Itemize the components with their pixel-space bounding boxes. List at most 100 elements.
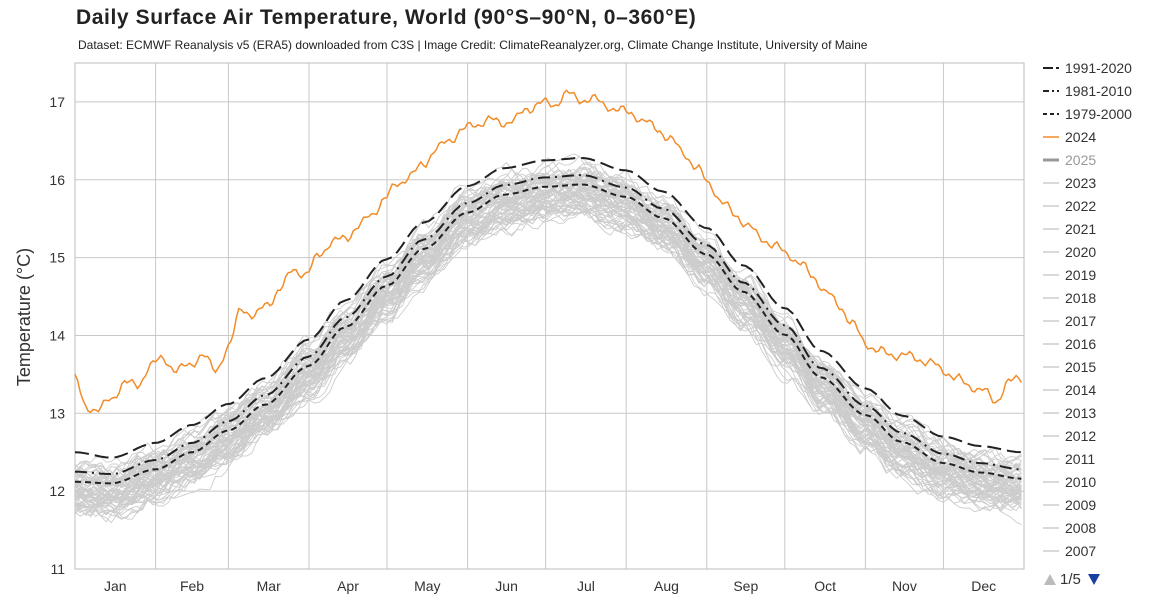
background-year-line bbox=[74, 195, 1022, 516]
background-year-line bbox=[74, 196, 1022, 517]
legend-label: 2010 bbox=[1065, 474, 1096, 490]
y-tick-label: 11 bbox=[50, 561, 65, 577]
legend-label: 2025 bbox=[1065, 152, 1096, 168]
background-year-line bbox=[74, 202, 1022, 518]
legend-label: 2023 bbox=[1065, 175, 1096, 191]
background-year-line bbox=[74, 161, 1022, 481]
legend-item-2020[interactable]: 2020 bbox=[1043, 244, 1096, 260]
background-year-line bbox=[74, 195, 1022, 504]
background-year-line bbox=[74, 197, 1022, 504]
x-tick-label: Sep bbox=[733, 578, 758, 594]
x-tick-label: May bbox=[414, 578, 440, 594]
legend-item-2017[interactable]: 2017 bbox=[1043, 313, 1096, 329]
legend-item-2022[interactable]: 2022 bbox=[1043, 198, 1096, 214]
background-year-line bbox=[74, 195, 1022, 509]
legend-item-2025[interactable]: 2025 bbox=[1043, 152, 1096, 168]
background-year-line bbox=[74, 171, 1022, 497]
x-tick-label: Mar bbox=[257, 578, 281, 594]
y-tick-label: 13 bbox=[49, 405, 65, 421]
y-axis-title: Temperature (°C) bbox=[14, 248, 34, 386]
legend: 1991-2020 1981-2010 1979-2000 2024 2025 2023 2… bbox=[1043, 60, 1132, 559]
legend-item-2018[interactable]: 2018 bbox=[1043, 290, 1096, 306]
legend-item-2013[interactable]: 2013 bbox=[1043, 405, 1096, 421]
legend-label: 2014 bbox=[1065, 382, 1096, 398]
background-year-line bbox=[74, 193, 1022, 516]
legend-label: 1991-2020 bbox=[1065, 60, 1132, 76]
background-year-line bbox=[74, 174, 1022, 491]
background-year-line bbox=[74, 169, 1022, 483]
legend-label: 2020 bbox=[1065, 244, 1096, 260]
y-tick-label: 16 bbox=[49, 172, 65, 188]
legend-item-1981-2010[interactable]: 1981-2010 bbox=[1043, 83, 1132, 99]
series-lines bbox=[74, 89, 1023, 485]
legend-item-2008[interactable]: 2008 bbox=[1043, 520, 1096, 536]
x-tick-label: Apr bbox=[337, 578, 359, 594]
background-year-line bbox=[74, 172, 1022, 487]
legend-label: 2024 bbox=[1065, 129, 1096, 145]
background-year-line bbox=[74, 204, 1022, 524]
legend-label: 2009 bbox=[1065, 497, 1096, 513]
chart-title: Daily Surface Air Temperature, World (90… bbox=[76, 6, 697, 29]
background-year-line bbox=[74, 155, 1022, 482]
background-year-line bbox=[74, 168, 1022, 486]
x-tick-label: Aug bbox=[654, 578, 679, 594]
legend-item-2023[interactable]: 2023 bbox=[1043, 175, 1096, 191]
background-year-line bbox=[74, 199, 1022, 523]
legend-item-2014[interactable]: 2014 bbox=[1043, 382, 1096, 398]
background-year-line bbox=[74, 175, 1022, 488]
chart-subtitle: Dataset: ECMWF Reanalysis v5 (ERA5) down… bbox=[78, 38, 868, 52]
triangle-down-icon[interactable] bbox=[1088, 574, 1100, 585]
legend-item-2016[interactable]: 2016 bbox=[1043, 336, 1096, 352]
x-tick-label: Oct bbox=[814, 578, 836, 594]
y-tick-label: 15 bbox=[49, 250, 65, 266]
legend-pager: 1/5 bbox=[1044, 571, 1100, 588]
legend-item-2012[interactable]: 2012 bbox=[1043, 428, 1096, 444]
legend-label: 1979-2000 bbox=[1065, 106, 1132, 122]
legend-label: 1981-2010 bbox=[1065, 83, 1132, 99]
triangle-up-icon[interactable] bbox=[1044, 574, 1056, 585]
plot-border bbox=[74, 62, 1025, 570]
background-year-line bbox=[74, 205, 1022, 520]
background-year-line bbox=[74, 196, 1022, 506]
legend-label: 2007 bbox=[1065, 543, 1096, 559]
background-year-line bbox=[74, 177, 1022, 488]
series-line-1991-2020 bbox=[74, 156, 1022, 459]
legend-item-2019[interactable]: 2019 bbox=[1043, 267, 1096, 283]
legend-label: 2015 bbox=[1065, 359, 1096, 375]
background-year-line bbox=[75, 210, 1022, 511]
legend-item-2007[interactable]: 2007 bbox=[1043, 543, 1096, 559]
background-year-line bbox=[74, 190, 1022, 514]
legend-item-2021[interactable]: 2021 bbox=[1043, 221, 1096, 237]
background-year-line bbox=[74, 210, 1022, 526]
background-year-line bbox=[74, 197, 1022, 512]
legend-item-2015[interactable]: 2015 bbox=[1043, 359, 1096, 375]
x-tick-label: Jul bbox=[577, 578, 595, 594]
legend-label: 2022 bbox=[1065, 198, 1096, 214]
legend-item-1991-2020[interactable]: 1991-2020 bbox=[1043, 60, 1132, 76]
series-line-1981-2010 bbox=[74, 174, 1022, 476]
series-line-2024 bbox=[74, 89, 1023, 414]
series-line-1979-2000 bbox=[74, 183, 1022, 485]
x-tick-label: Jun bbox=[495, 578, 518, 594]
legend-item-2009[interactable]: 2009 bbox=[1043, 497, 1096, 513]
x-tick-label: Jan bbox=[104, 578, 127, 594]
legend-label: 2019 bbox=[1065, 267, 1096, 283]
x-tick-label: Dec bbox=[971, 578, 996, 594]
legend-label: 2011 bbox=[1065, 451, 1095, 467]
legend-item-1979-2000[interactable]: 1979-2000 bbox=[1043, 106, 1132, 122]
background-year-line bbox=[74, 207, 1022, 507]
legend-item-2010[interactable]: 2010 bbox=[1043, 474, 1096, 490]
x-tick-label: Nov bbox=[892, 578, 917, 594]
legend-label: 2012 bbox=[1065, 428, 1096, 444]
legend-page-indicator: 1/5 bbox=[1060, 571, 1081, 588]
background-year-lines bbox=[74, 153, 1022, 526]
y-tick-label: 17 bbox=[49, 94, 65, 110]
background-year-line bbox=[74, 171, 1022, 486]
grid-lines bbox=[74, 62, 1025, 570]
y-tick-label: 12 bbox=[49, 483, 65, 499]
legend-label: 2021 bbox=[1065, 221, 1096, 237]
legend-item-2011[interactable]: 2011 bbox=[1043, 451, 1095, 467]
y-tick-label: 14 bbox=[49, 327, 65, 343]
legend-item-2024[interactable]: 2024 bbox=[1043, 129, 1096, 145]
